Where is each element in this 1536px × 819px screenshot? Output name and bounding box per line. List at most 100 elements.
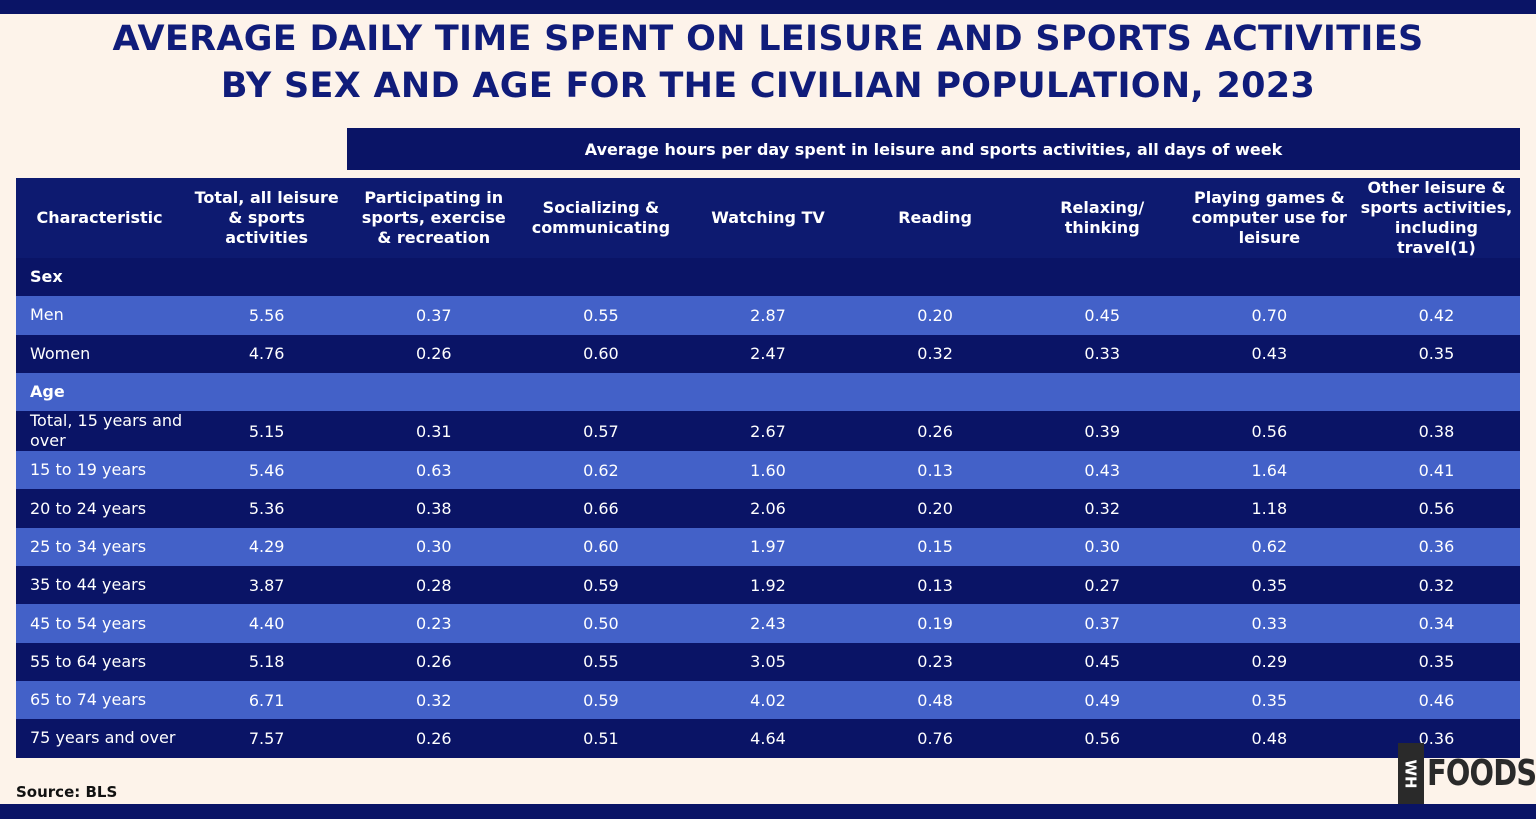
data-table: Characteristic Total, all leisure & sport…	[16, 178, 1520, 758]
table-cell: 0.57	[517, 411, 685, 452]
table-cell: 0.60	[517, 334, 685, 373]
table-cell: 0.56	[1018, 719, 1186, 758]
table-cell: 0.39	[1018, 411, 1186, 452]
table-cell: 0.51	[517, 719, 685, 758]
table-cell: 0.20	[851, 489, 1019, 528]
table-cell: 0.32	[1018, 489, 1186, 528]
table-cell: 0.35	[1352, 334, 1520, 373]
table-cell: 0.37	[350, 296, 518, 335]
table-cell: 4.40	[183, 604, 351, 643]
table-cell: 0.15	[851, 527, 1019, 567]
row-label: 20 to 24 years	[16, 489, 184, 528]
table-cell: 0.49	[1018, 680, 1186, 720]
row-label: 25 to 34 years	[16, 527, 184, 567]
group-label: Sex	[16, 258, 1520, 297]
table-cell: 0.26	[350, 334, 518, 373]
table-cell: 0.66	[517, 489, 685, 528]
page-title: AVERAGE DAILY TIME SPENT ON LEISURE AND …	[0, 16, 1536, 110]
table-cell: 6.71	[183, 680, 351, 720]
table-cell: 4.64	[684, 719, 852, 758]
group-label: Age	[16, 372, 1520, 412]
table-row: 20 to 24 years 5.36 0.38 0.66 2.06 0.20 0.32 1.…	[16, 489, 1520, 528]
table-row: 45 to 54 years 4.40 0.23 0.50 2.43 0.19 0.37 0.…	[16, 604, 1520, 643]
column-header: Watching TV	[684, 178, 852, 258]
table-cell: 0.59	[517, 680, 685, 720]
column-header: Reading	[851, 178, 1019, 258]
table-cell: 5.15	[183, 411, 351, 452]
table-cell: 5.36	[183, 489, 351, 528]
column-header: Total, all leisure & sports activities	[183, 178, 351, 258]
table-row: 25 to 34 years 4.29 0.30 0.60 1.97 0.15 0.30 0.…	[16, 527, 1520, 567]
table-cell: 0.28	[350, 566, 518, 605]
table-row: Total, 15 years and over 5.15 0.31 0.57 2.67…	[16, 411, 1520, 452]
table-cell: 0.19	[851, 604, 1019, 643]
logo-mark-text: WH	[1402, 758, 1421, 789]
column-header: Socializing & communicating	[517, 178, 685, 258]
table-cell: 0.13	[851, 566, 1019, 605]
table-cell: 1.18	[1185, 489, 1353, 528]
table-cell: 0.48	[1185, 719, 1353, 758]
table-cell: 0.76	[851, 719, 1019, 758]
table-cell: 0.31	[350, 411, 518, 452]
table-row: 65 to 74 years 6.71 0.32 0.59 4.02 0.48 0.49 0.…	[16, 680, 1520, 720]
table-cell: 0.70	[1185, 296, 1353, 335]
column-header: Playing games & computer use for leisure	[1185, 178, 1353, 258]
table-cell: 1.64	[1185, 451, 1353, 490]
column-header: Participating in sports, exercise & recr…	[350, 178, 518, 258]
row-label: Women	[16, 334, 184, 373]
table-cell: 7.57	[183, 719, 351, 758]
table-cell: 0.13	[851, 451, 1019, 490]
logo-text: FOODS	[1427, 753, 1536, 794]
table-cell: 0.30	[350, 527, 518, 567]
table-row: Women 4.76 0.26 0.60 2.47 0.32 0.33 0.43 0.35	[16, 334, 1520, 373]
table-cell: 0.23	[851, 642, 1019, 681]
table-row: 55 to 64 years 5.18 0.26 0.55 3.05 0.23 0.45 0.…	[16, 642, 1520, 681]
table-cell: 2.43	[684, 604, 852, 643]
table-cell: 5.18	[183, 642, 351, 681]
table-row: 35 to 44 years 3.87 0.28 0.59 1.92 0.13 0.27 0.…	[16, 566, 1520, 605]
table-cell: 0.20	[851, 296, 1019, 335]
column-header: Other leisure & sports activities, inclu…	[1352, 178, 1520, 258]
table-cell: 0.62	[517, 451, 685, 490]
table-cell: 0.36	[1352, 719, 1520, 758]
table-cell: 0.37	[1018, 604, 1186, 643]
row-label: 15 to 19 years	[16, 451, 184, 490]
table-cell: 0.32	[851, 334, 1019, 373]
row-label: 75 years and over	[16, 719, 184, 758]
table-cell: 0.43	[1018, 451, 1186, 490]
top-bar	[0, 0, 1536, 14]
table-cell: 0.55	[517, 296, 685, 335]
table-cell: 0.63	[350, 451, 518, 490]
table-cell: 0.46	[1352, 680, 1520, 720]
header-row: Characteristic Total, all leisure & sport…	[16, 178, 1520, 258]
table-cell: 0.60	[517, 527, 685, 567]
table-cell: 0.30	[1018, 527, 1186, 567]
row-label: 65 to 74 years	[16, 680, 184, 720]
table-cell: 0.32	[350, 680, 518, 720]
table-cell: 0.32	[1352, 566, 1520, 605]
source-note: Source: BLS	[16, 783, 118, 801]
row-label: Men	[16, 296, 184, 335]
table-cell: 0.29	[1185, 642, 1353, 681]
group-header-row: Age	[16, 372, 1520, 412]
table-cell: 0.56	[1352, 489, 1520, 528]
table-cell: 0.38	[1352, 411, 1520, 452]
column-header: Characteristic	[16, 178, 184, 258]
table-cell: 0.38	[350, 489, 518, 528]
table-cell: 0.56	[1185, 411, 1353, 452]
table-cell: 0.34	[1352, 604, 1520, 643]
super-header: Average hours per day spent in leisure a…	[347, 128, 1520, 170]
table-cell: 0.48	[851, 680, 1019, 720]
column-header: Relaxing/ thinking	[1018, 178, 1186, 258]
table-cell: 0.26	[350, 719, 518, 758]
table-cell: 0.50	[517, 604, 685, 643]
table-cell: 0.26	[350, 642, 518, 681]
table-cell: 4.29	[183, 527, 351, 567]
table-cell: 0.27	[1018, 566, 1186, 605]
table-cell: 5.56	[183, 296, 351, 335]
table-cell: 0.23	[350, 604, 518, 643]
table-cell: 0.33	[1018, 334, 1186, 373]
table-cell: 0.26	[851, 411, 1019, 452]
table-cell: 1.92	[684, 566, 852, 605]
table-cell: 3.87	[183, 566, 351, 605]
